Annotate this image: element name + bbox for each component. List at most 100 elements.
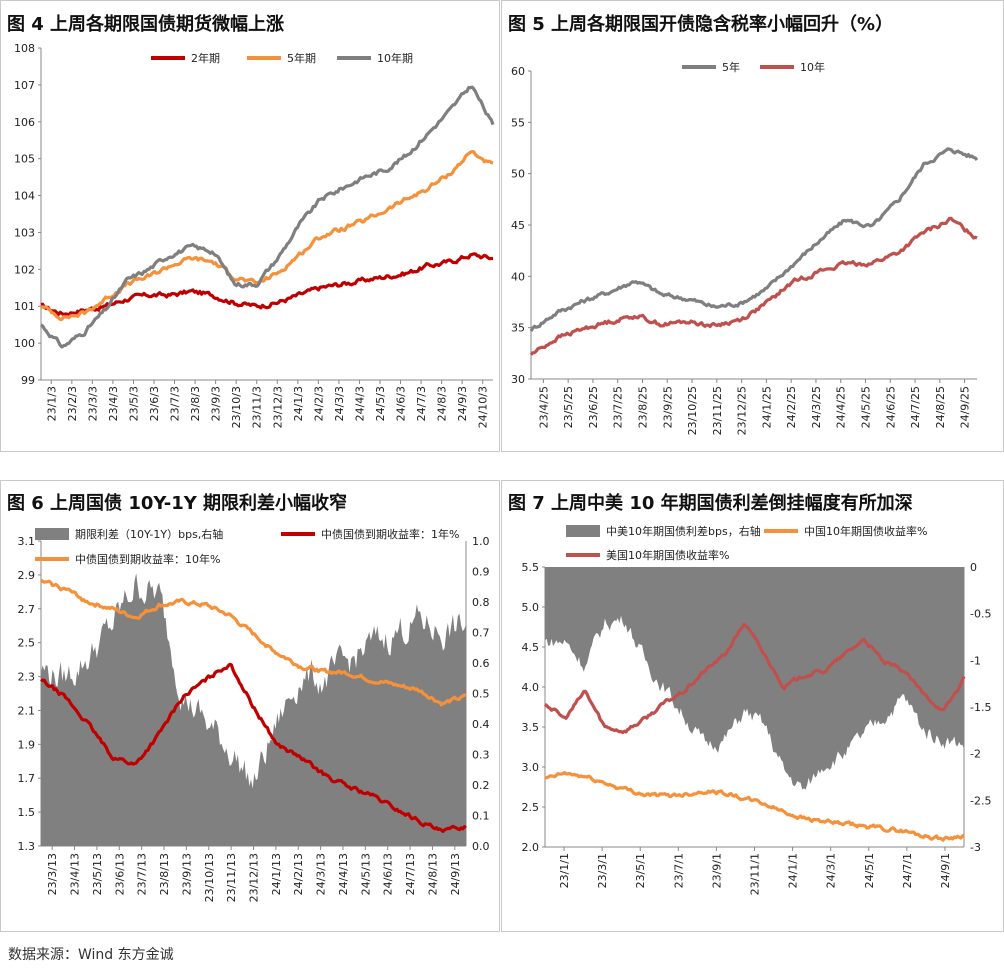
x-tick-label: 24/7/13 [404, 853, 417, 895]
x-tick-label: 24/5/1 [863, 853, 876, 888]
y-tick-label: 1.5 [18, 806, 36, 819]
x-tick-label: 23/5/13 [91, 853, 104, 895]
x-tick-label: 24/1/13 [270, 853, 283, 895]
y-tick-label: 2.1 [18, 704, 36, 717]
y-tick-label: 2.9 [18, 569, 36, 582]
x-tick-label: 23/7/13 [136, 853, 149, 895]
y2-tick-label: -2 [970, 748, 981, 761]
x-tick-label: 24/9/13 [449, 853, 462, 895]
y-tick-label: 3.0 [522, 761, 540, 774]
chart-panel-fig5: 图 5 上周各期限国开债隐含税率小幅回升（%） 30 35 40 45 50 55 60 23… [501, 0, 1004, 452]
x-tick-label: 23/8/3 [189, 386, 202, 421]
y-tick-label: 4.0 [522, 681, 540, 694]
y-tick-label: 1.7 [18, 772, 36, 785]
x-tick-label: 23/9/25 [661, 386, 674, 428]
y-tick-label: 103 [14, 226, 35, 239]
y2-tick-label: 0.5 [472, 688, 490, 701]
x-tick-label: 24/7/1 [901, 853, 914, 888]
x-tick-label: 24/5/3 [374, 386, 387, 421]
x-tick-label: 24/5/13 [359, 853, 372, 895]
x-tick-label: 24/2/25 [785, 386, 798, 428]
legend-label: 美国10年期国债收益率% [606, 548, 729, 562]
x-tick-label: 23/3/13 [46, 853, 59, 895]
y-tick-label: 40 [511, 270, 525, 283]
x-tick-label: 23/9/13 [180, 853, 193, 895]
chart-panel-fig7: 图 7 上周中美 10 年期国债利差倒挂幅度有所加深 2.0 2.5 3.0 3.5 4… [501, 480, 1004, 932]
y-tick-label: 102 [14, 263, 35, 276]
y2-tick-label: -3 [970, 841, 981, 854]
x-tick-label: 23/9/3 [210, 386, 223, 421]
y-tick-label: 108 [14, 42, 35, 55]
y2-tick-label: -0.5 [970, 608, 991, 621]
x-tick-label: 24/8/25 [934, 386, 947, 428]
x-tick-label: 24/7/3 [415, 386, 428, 421]
x-tick-label: 23/1/3 [45, 386, 58, 421]
x-tick-label: 23/12/25 [736, 386, 749, 435]
y-tick-label: 35 [511, 322, 525, 335]
y-tick-label: 30 [511, 373, 525, 386]
y-tick-label: 2.5 [18, 637, 36, 650]
x-tick-label: 23/11/13 [225, 853, 238, 902]
x-tick-label: 23/10/13 [203, 853, 216, 902]
y2-tick-label: 0.0 [472, 840, 490, 853]
x-tick-label: 24/4/13 [337, 853, 350, 895]
series-line-2 [543, 623, 966, 735]
x-tick-label: 23/11/25 [711, 386, 724, 435]
chart-title: 图 5 上周各期限国开债隐含税率小幅回升（%） [508, 14, 894, 35]
x-tick-label: 23/6/13 [113, 853, 126, 895]
x-tick-label: 24/1/25 [760, 386, 773, 428]
series-line-1 [544, 770, 965, 842]
x-tick-label: 23/6/3 [148, 386, 161, 421]
x-tick-label: 24/4/25 [835, 386, 848, 428]
x-tick-label: 23/5/3 [127, 386, 140, 421]
y-tick-label: 3.1 [18, 535, 36, 548]
x-tick-label: 24/3/3 [333, 386, 346, 421]
y-tick-label: 55 [511, 116, 525, 129]
y-tick-label: 105 [14, 153, 35, 166]
x-tick-label: 23/8/25 [637, 386, 650, 428]
x-tick-label: 23/4/13 [69, 853, 82, 895]
chart-panel-fig4: 图 4 上周各期限国债期货微幅上涨 99 100 101 102 103 104 105 10… [0, 0, 500, 452]
y-tick-label: 50 [511, 168, 525, 181]
chart-title: 图 6 上周国债 10Y-1Y 期限利差小幅收窄 [7, 493, 348, 514]
x-tick-label: 24/4/3 [353, 386, 366, 421]
chart-fig6: 1.3 1.5 1.7 1.9 2.1 2.3 2.5 2.7 2.9 3.1 0.0 0.1 0.2 0… [18, 527, 490, 902]
x-tick-label: 24/2/3 [312, 386, 325, 421]
x-tick-label: 24/8/3 [436, 386, 449, 421]
x-tick-label: 23/7/1 [672, 853, 685, 888]
x-tick-label: 23/7/25 [612, 386, 625, 428]
y-tick-label: 4.5 [522, 641, 540, 654]
y-tick-label: 104 [14, 190, 35, 203]
x-tick-label: 24/1/1 [787, 853, 800, 888]
x-tick-label: 24/2/13 [292, 853, 305, 895]
y2-tick-label: -1.5 [970, 701, 991, 714]
y2-tick-label: 0.6 [472, 657, 490, 670]
legend-label: 5年期 [287, 51, 316, 65]
chart-title: 图 7 上周中美 10 年期国债利差倒挂幅度有所加深 [508, 493, 913, 514]
y-tick-label: 107 [14, 79, 35, 92]
x-tick-label: 24/9/3 [456, 386, 469, 421]
x-tick-label: 24/5/25 [860, 386, 873, 428]
x-tick-label: 23/1/1 [558, 853, 571, 888]
series-line-0 [529, 147, 979, 332]
x-tick-label: 23/12/13 [248, 853, 261, 902]
series-line-1 [529, 216, 978, 356]
y-tick-label: 5.0 [522, 601, 540, 614]
y-tick-label: 2.3 [18, 671, 36, 684]
y2-tick-label: 0.4 [472, 718, 490, 731]
legend-swatch [35, 528, 69, 540]
y2-tick-label: 0.2 [472, 779, 490, 792]
y2-tick-label: 0.1 [472, 810, 490, 823]
x-tick-label: 24/9/1 [939, 853, 952, 888]
x-tick-label: 24/7/25 [909, 386, 922, 428]
series-line-0 [40, 252, 493, 317]
legend-label: 2年期 [191, 51, 220, 65]
series-area-0 [41, 573, 466, 846]
legend-label: 中债国债到期收益率：1年% [321, 527, 459, 541]
source-footer: 数据来源：Wind 东方金诚 [8, 947, 174, 963]
y-tick-label: 2.0 [522, 841, 540, 854]
x-tick-label: 23/2/3 [66, 386, 79, 421]
y2-tick-label: 0 [970, 561, 977, 574]
legend-label: 期限利差（10Y-1Y）bps,右轴 [75, 527, 223, 541]
x-tick-label: 23/10/25 [686, 386, 699, 435]
